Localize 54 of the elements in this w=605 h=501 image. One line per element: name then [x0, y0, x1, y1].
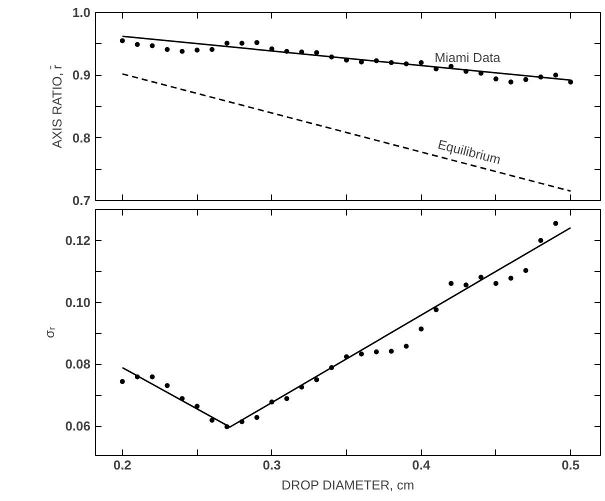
point [493, 76, 498, 82]
point [314, 50, 320, 56]
point [508, 276, 514, 281]
x-tick-label: 0.4 [412, 458, 432, 472]
point [418, 326, 424, 332]
point [164, 383, 170, 388]
y-tick-label: 0.9 [72, 68, 91, 83]
series-label: Miami Data [434, 50, 502, 66]
point [120, 379, 125, 384]
point [358, 352, 364, 356]
y-tick-label: 0.08 [65, 356, 91, 372]
point [508, 80, 514, 85]
y-tick-label: 0.10 [65, 294, 91, 310]
point [404, 344, 409, 349]
point [254, 414, 260, 420]
point [134, 42, 140, 47]
point [210, 46, 215, 52]
x-tick-label: 0.2 [113, 458, 132, 472]
point [164, 46, 170, 52]
point [120, 38, 125, 44]
point [374, 349, 379, 354]
y-axis-title: AXIS RATIO, r̄ [49, 64, 64, 148]
point [284, 396, 290, 402]
y-tick-label: 0.8 [72, 130, 91, 146]
point [388, 348, 394, 354]
y-tick-label: 1.0 [72, 5, 91, 20]
y-tick-label: 0.7 [72, 193, 91, 208]
point [239, 40, 244, 46]
y-axis-title: σᵣ [42, 326, 58, 338]
point [194, 48, 200, 53]
point [314, 377, 320, 382]
point [553, 220, 558, 226]
point [434, 307, 439, 312]
point [418, 60, 424, 66]
point [523, 268, 528, 273]
x-tick-label: 0.5 [562, 458, 580, 472]
point [478, 274, 484, 280]
point [448, 280, 454, 286]
y-tick-label: 0.12 [65, 232, 91, 248]
x-axis-title: DROP DIAMETER, cm [282, 478, 414, 492]
y-tick-label: 0.06 [65, 418, 91, 434]
point [210, 418, 215, 423]
point [224, 40, 230, 46]
point [493, 280, 498, 286]
point [150, 374, 155, 380]
point [180, 48, 185, 54]
point [150, 43, 155, 48]
point [464, 282, 469, 288]
point [553, 72, 558, 78]
point [568, 80, 574, 85]
point [538, 238, 544, 243]
point [523, 77, 528, 82]
point [254, 40, 260, 46]
x-tick-label: 0.3 [262, 458, 281, 472]
